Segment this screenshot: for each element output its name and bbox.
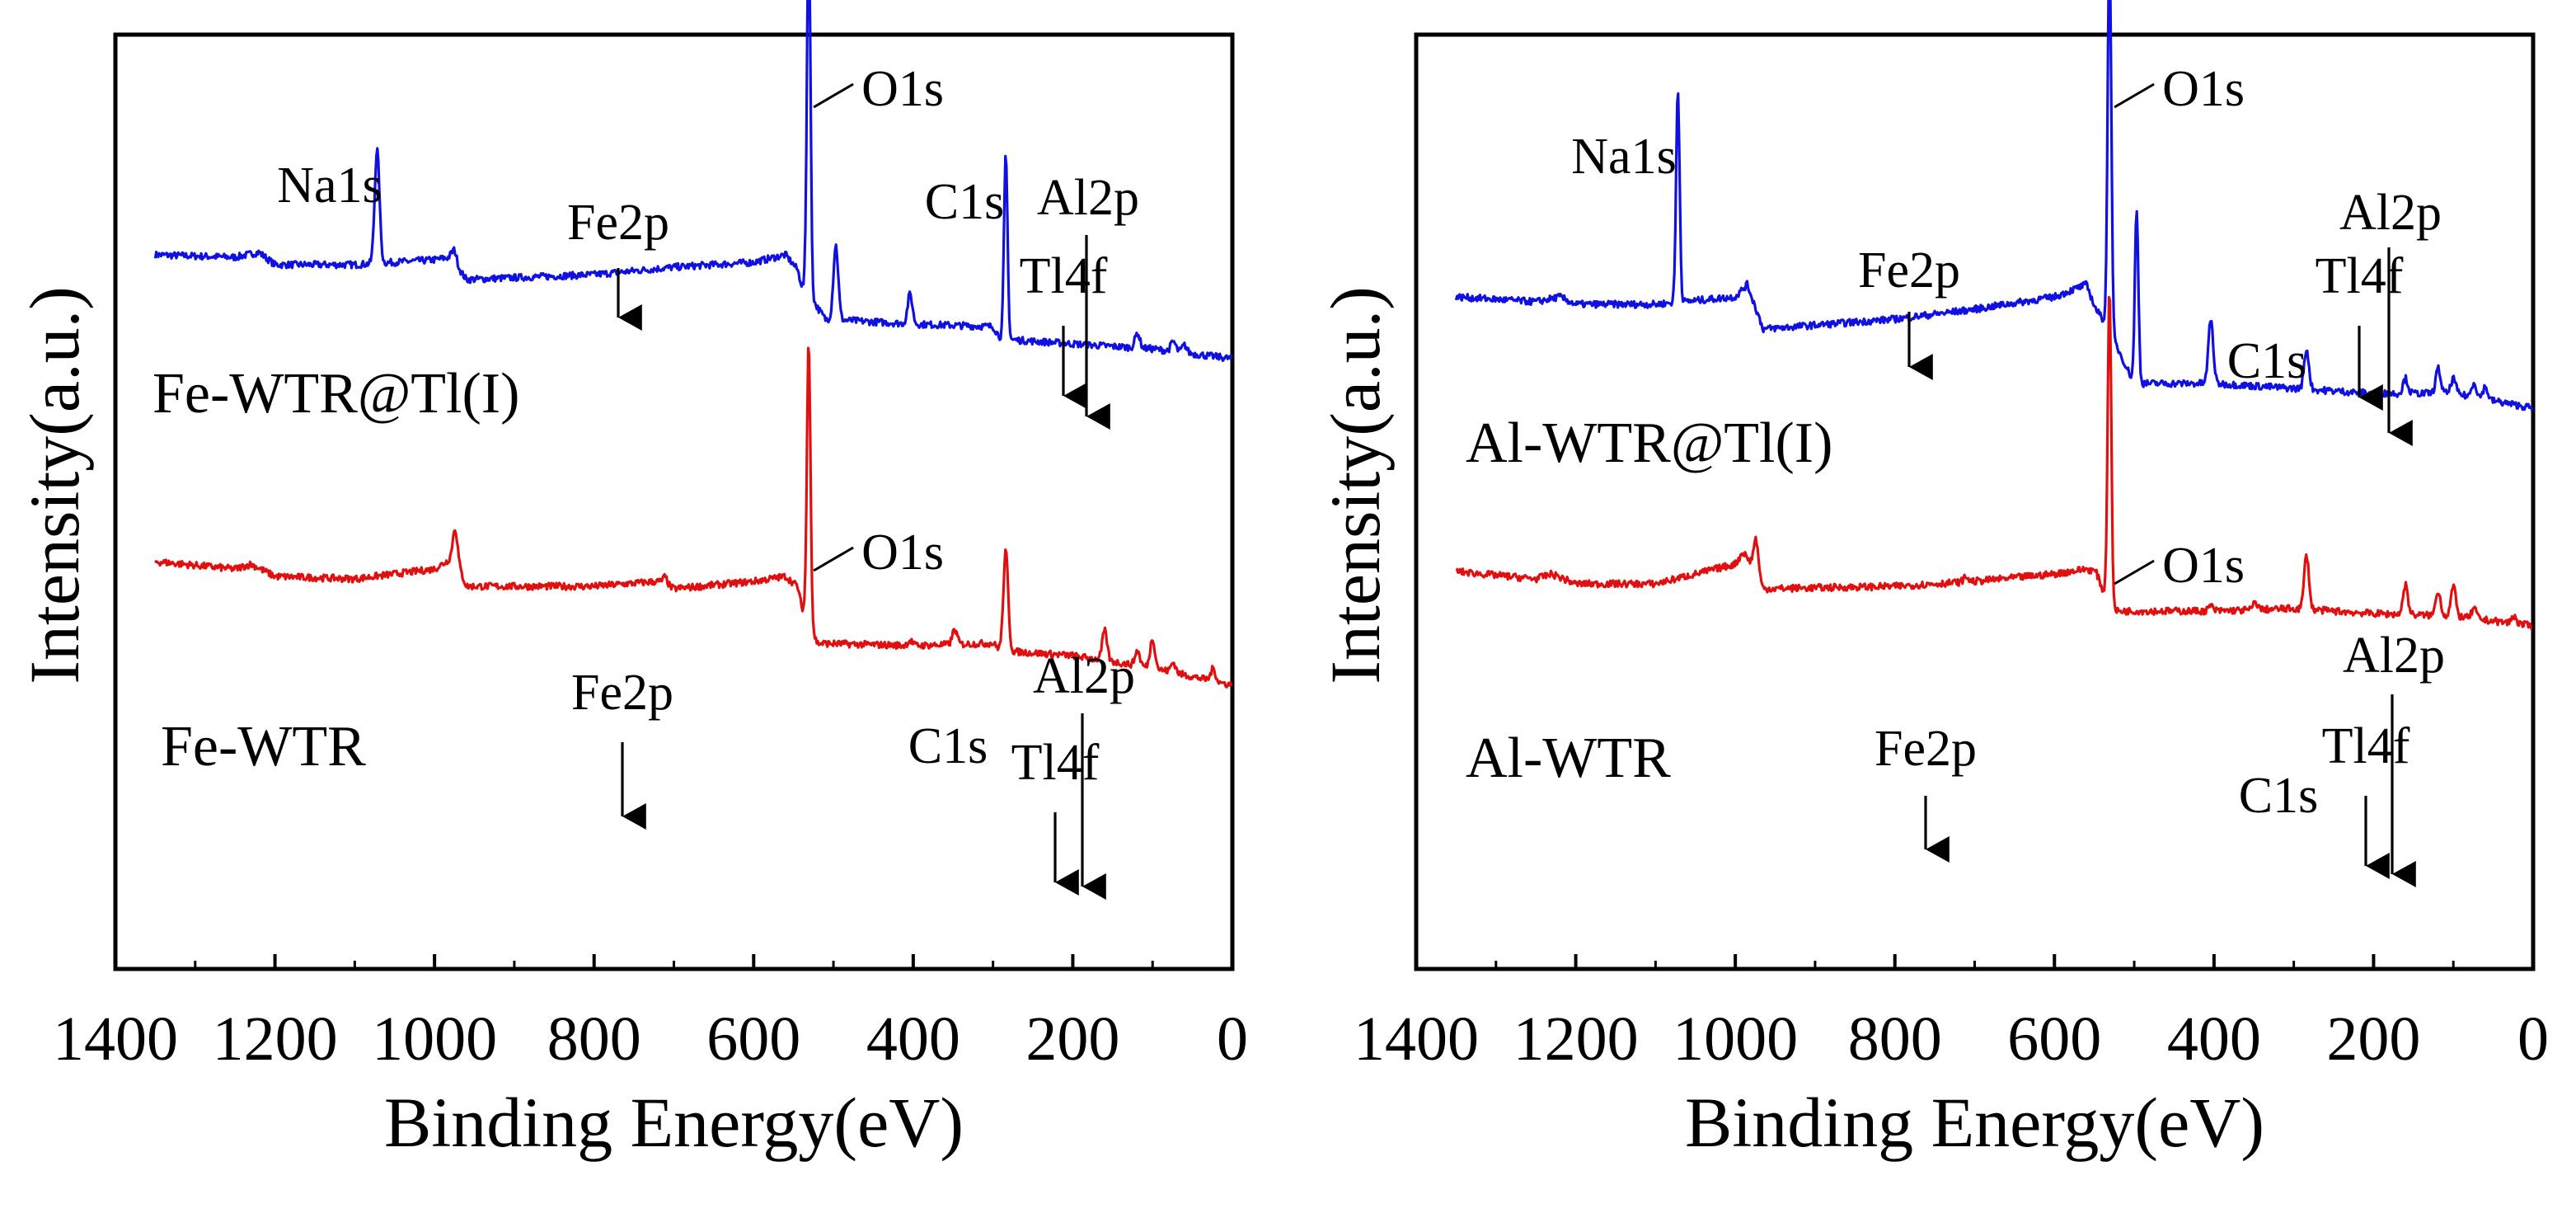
- peak-label-o1s: O1s: [861, 524, 944, 581]
- x-tick-label: 1200: [1513, 1004, 1639, 1074]
- peak-label-fe2p: Fe2p: [1875, 721, 1977, 777]
- x-tick-label: 1000: [1673, 1004, 1798, 1074]
- spectrum-line-al-wtr-tl-i-: [1454, 0, 2534, 411]
- peak-leader-line: [813, 82, 854, 109]
- peak-label-al2p: Al2p: [1033, 648, 1135, 704]
- peak-label-tl4f: Tl4f: [1020, 248, 1108, 304]
- x-tick-label: 600: [2007, 1004, 2101, 1074]
- x-axis-title: Binding Energy(eV): [1685, 1083, 2264, 1162]
- x-tick-label: 800: [1848, 1004, 1942, 1074]
- series-label: Fe-WTR@Tl(I): [152, 362, 519, 426]
- spectrum-line-fe-wtr: [154, 346, 1233, 689]
- peak-label-o1s: O1s: [2162, 61, 2245, 117]
- x-tick-label: 600: [706, 1004, 800, 1074]
- x-axis-title: Binding Energy(eV): [384, 1083, 964, 1162]
- y-axis-title: Intensity(a.u.): [15, 286, 94, 684]
- spectrum-line-fe-wtr-tl-i-: [153, 0, 1233, 362]
- x-tick-label: 400: [866, 1004, 960, 1074]
- y-axis-title: Intensity(a.u.): [1316, 286, 1395, 684]
- series-label: Fe-WTR: [161, 715, 366, 778]
- peak-leader-line: [813, 546, 854, 572]
- peak-label-fe2p: Fe2p: [571, 665, 673, 721]
- x-tick-label: 1000: [372, 1004, 497, 1074]
- peak-label-tl4f: Tl4f: [1011, 735, 1100, 791]
- peak-label-fe2p: Fe2p: [1858, 242, 1960, 299]
- peak-label-tl4f: Tl4f: [2322, 718, 2410, 774]
- spectrum-line-al-wtr: [1455, 295, 2533, 630]
- peak-label-na1s: Na1s: [1571, 129, 1676, 185]
- peak-label-tl4f: Tl4f: [2316, 248, 2404, 304]
- x-tick-label: 1400: [1354, 1004, 1479, 1074]
- x-tick-label: 200: [1025, 1004, 1119, 1074]
- x-tick-label: 400: [2167, 1004, 2261, 1074]
- peak-leader-line: [2114, 82, 2155, 109]
- peak-label-al2p: Al2p: [2343, 628, 2445, 684]
- peak-label-c1s: C1s: [908, 718, 988, 774]
- x-tick-label: 200: [2326, 1004, 2420, 1074]
- peak-label-c1s: C1s: [2227, 333, 2306, 389]
- chart-panel-right: 1400 1200 1000 800 600 400 200 0 Binding Energy(…: [1316, 0, 2549, 1162]
- peak-label-na1s: Na1s: [277, 158, 382, 214]
- x-tick-label: 0: [1217, 1004, 1248, 1074]
- peak-label-o1s: O1s: [2162, 538, 2245, 594]
- chart-panel-left: 1400 1200 1000 800 600 400 200 0 Binding Energy(…: [15, 0, 1248, 1162]
- peak-leader-line: [2114, 559, 2155, 585]
- x-tick-label: 1200: [213, 1004, 338, 1074]
- peak-label-o1s: O1s: [861, 61, 944, 117]
- x-tick-label: 1400: [53, 1004, 178, 1074]
- peak-label-fe2p: Fe2p: [567, 195, 669, 251]
- peak-label-al2p: Al2p: [2339, 185, 2442, 241]
- x-tick-label: 0: [2517, 1004, 2549, 1074]
- peak-label-al2p: Al2p: [1037, 170, 1139, 226]
- series-label: Al-WTR: [1466, 727, 1671, 790]
- x-tick-label: 800: [547, 1004, 641, 1074]
- series-label: Al-WTR@Tl(I): [1466, 411, 1832, 475]
- peak-label-c1s: C1s: [2239, 768, 2318, 824]
- peak-label-c1s: C1s: [925, 174, 1004, 230]
